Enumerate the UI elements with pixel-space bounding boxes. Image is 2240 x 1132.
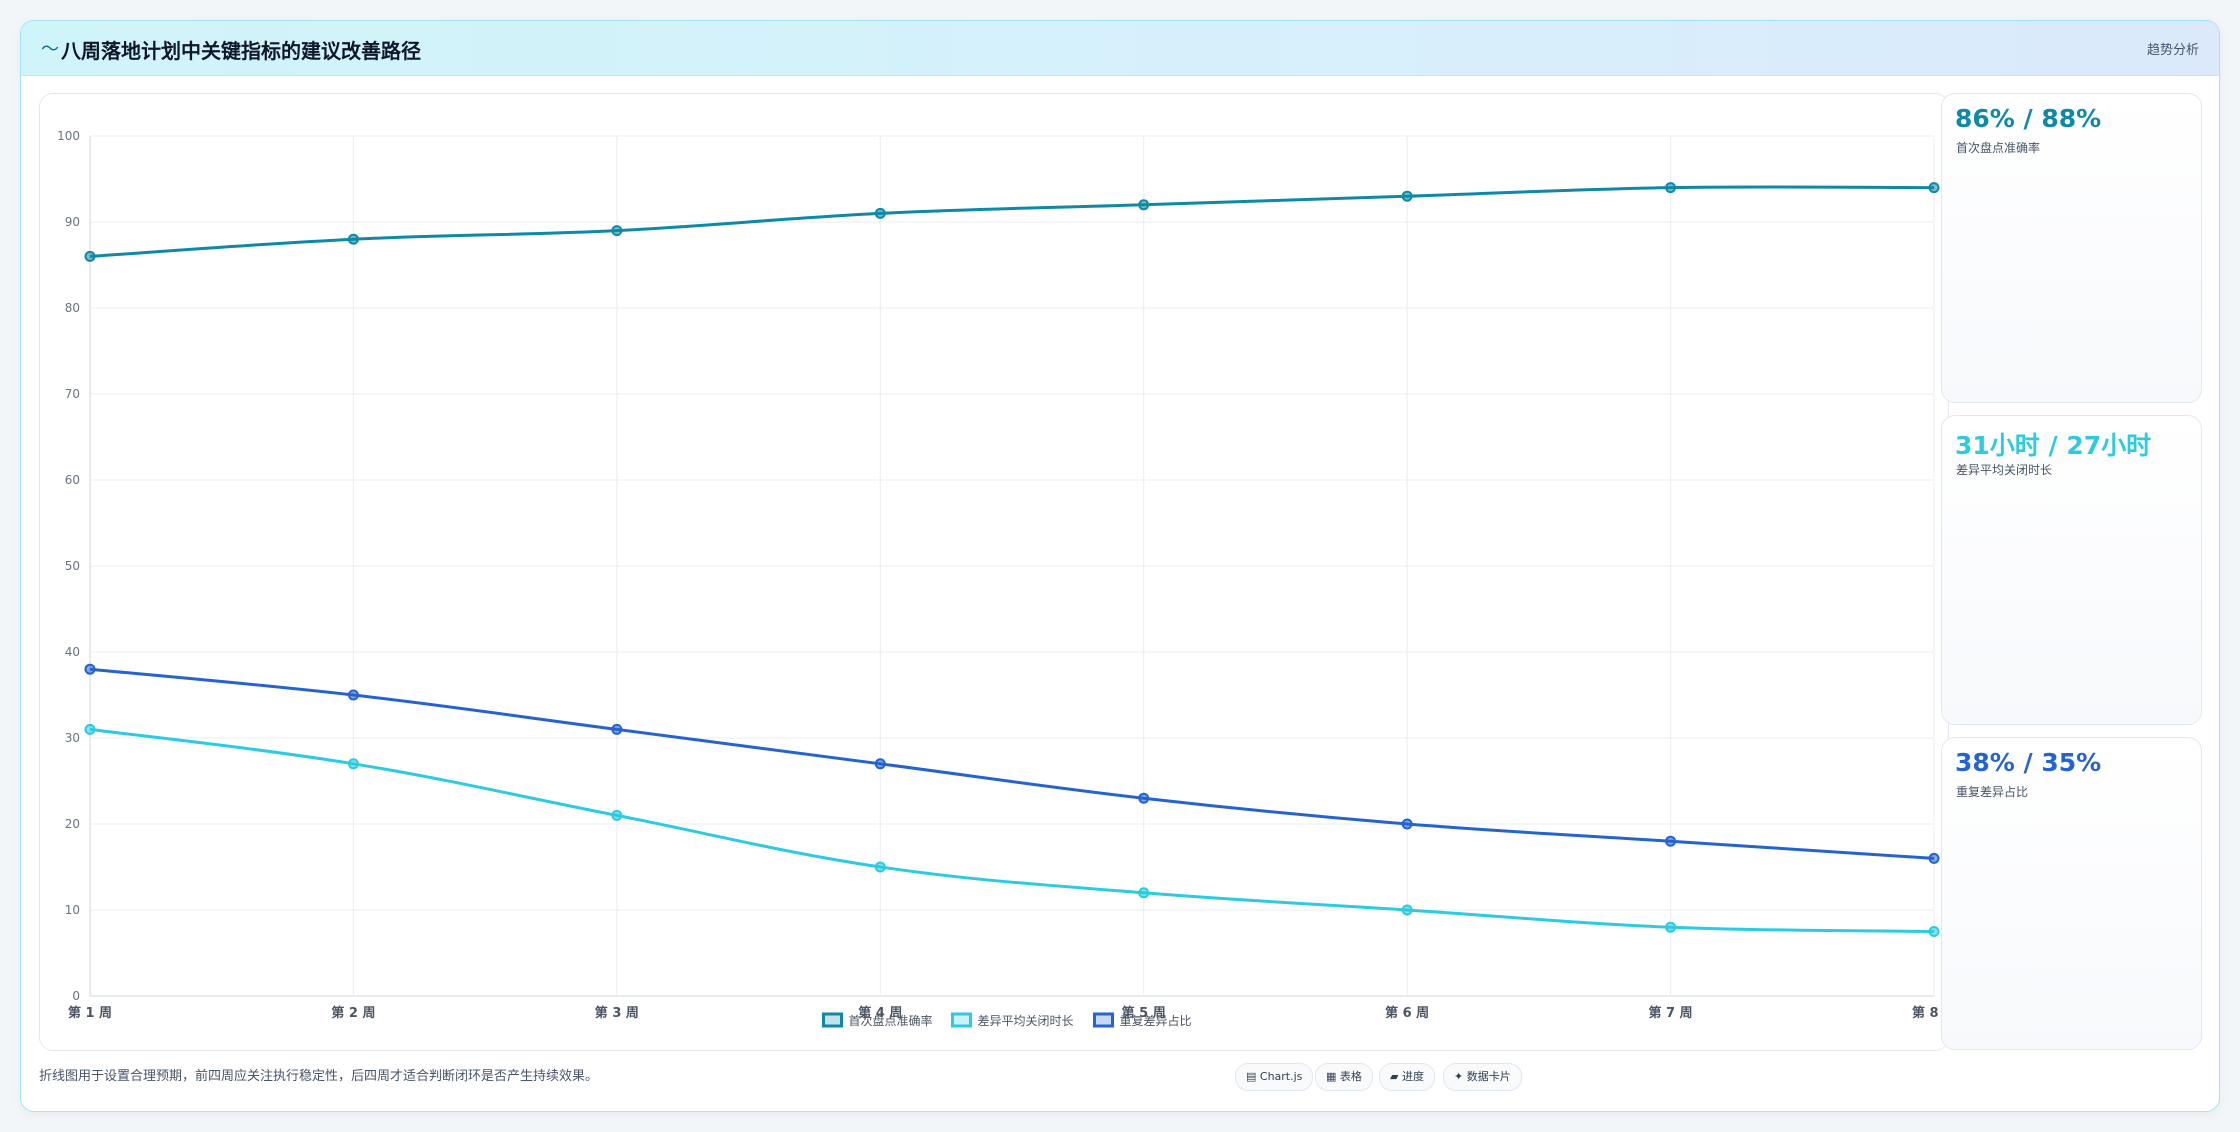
data-point: [1401, 190, 1413, 202]
y-tick-label: 10: [65, 903, 80, 917]
data-point: [1138, 887, 1150, 899]
card-header: 〜 八周落地计划中关键指标的建议改善路径 趋势分析: [21, 21, 2219, 76]
data-point: [611, 809, 623, 821]
data-point: [347, 689, 359, 701]
line-chart: 0 10 20 30 40 50 60 70 80 90 100 第 1 周 第 2 周 第 3 周 第 4…: [57, 129, 1948, 1028]
legend-swatch: [1093, 1012, 1114, 1028]
stat-label: 重复差异占比: [1956, 785, 2029, 799]
data-point: [84, 663, 96, 675]
chip-chartjs[interactable]: ▤ Chart.js: [1235, 1063, 1314, 1091]
y-tick-label: 80: [65, 301, 80, 315]
series-line-2: [89, 727, 1935, 933]
x-tick-label: 第 5 周: [1122, 1005, 1166, 1021]
trend-analysis-tag: 趋势分析: [2146, 43, 2199, 58]
chip-table[interactable]: ▦ 表格: [1315, 1063, 1373, 1091]
data-point: [347, 758, 359, 770]
stat-value: 86% / 88%: [1955, 104, 2102, 133]
data-point: [84, 723, 96, 735]
y-tick-label: 40: [65, 645, 80, 659]
legend-swatch: [822, 1012, 843, 1028]
stat-value: 31小时 / 27小时: [1955, 431, 2152, 460]
y-tick-label: 50: [65, 559, 80, 573]
stat-value: 38% / 35%: [1955, 748, 2102, 777]
data-point: [611, 225, 623, 237]
chip-data-card[interactable]: ✦ 数据卡片: [1443, 1063, 1522, 1091]
x-tick-label: 第 4 周: [858, 1005, 902, 1021]
trend-icon: 〜: [41, 39, 59, 60]
legend-label: 首次盘点准确率: [849, 1013, 933, 1028]
stat-label: 差异平均关闭时长: [1956, 463, 2053, 477]
y-tick-label: 90: [65, 215, 80, 229]
stat-card-accuracy: 86% / 88% 首次盘点准确率: [1941, 93, 2202, 403]
x-tick-label: 第 6 周: [1385, 1005, 1429, 1021]
data-point: [1928, 852, 1940, 864]
series-line-1: [89, 185, 1935, 258]
data-point: [1138, 199, 1150, 211]
data-point: [1665, 182, 1677, 194]
y-tick-label: 30: [65, 731, 80, 745]
stat-card-close-time: 31小时 / 27小时 差异平均关闭时长: [1941, 415, 2202, 725]
series-line-3: [89, 667, 1935, 860]
legend-label: 差异平均关闭时长: [978, 1014, 1074, 1028]
data-point: [611, 723, 623, 735]
chip-progress[interactable]: ▰ 进度: [1379, 1063, 1435, 1091]
data-point: [1401, 904, 1413, 916]
x-tick-label: 第 2 周: [331, 1005, 375, 1021]
y-tick-label: 100: [57, 129, 80, 143]
data-point: [1928, 926, 1940, 937]
y-tick-label: 0: [72, 989, 80, 1003]
data-point: [874, 207, 886, 219]
line-chart-panel: 0 10 20 30 40 50 60 70 80 90 100 第 1 周 第 2 周 第 3 周 第 4…: [39, 93, 1949, 1051]
x-tick-label: 第 8 周: [1912, 1005, 1948, 1021]
data-point: [874, 861, 886, 873]
y-tick-label: 20: [65, 817, 80, 831]
x-tick-label: 第 1 周: [68, 1005, 112, 1021]
data-point: [1928, 182, 1940, 194]
y-tick-label: 70: [65, 387, 80, 401]
y-tick-label: 60: [65, 473, 80, 487]
data-point: [1665, 835, 1677, 847]
page-title: 八周落地计划中关键指标的建议改善路径: [61, 39, 421, 63]
data-point: [347, 233, 359, 245]
footer-note: 折线图用于设置合理预期，前四周应关注执行稳定性，后四周才适合判断闭环是否产生持续…: [39, 1069, 599, 1084]
data-point: [84, 250, 96, 262]
data-point: [874, 758, 886, 770]
data-point: [1138, 792, 1150, 804]
x-tick-label: 第 7 周: [1649, 1005, 1693, 1021]
x-tick-label: 第 3 周: [595, 1005, 639, 1021]
legend-swatch: [951, 1012, 972, 1028]
legend-label: 重复差异占比: [1120, 1013, 1192, 1028]
data-point: [1665, 921, 1677, 933]
stat-label: 首次盘点准确率: [1956, 141, 2041, 155]
data-point: [1401, 818, 1413, 830]
stat-card-repeat-ratio: 38% / 35% 重复差异占比: [1941, 737, 2202, 1050]
dashboard-card: 〜 八周落地计划中关键指标的建议改善路径 趋势分析 0 10 20 30 40 50 60 7…: [20, 20, 2220, 1112]
